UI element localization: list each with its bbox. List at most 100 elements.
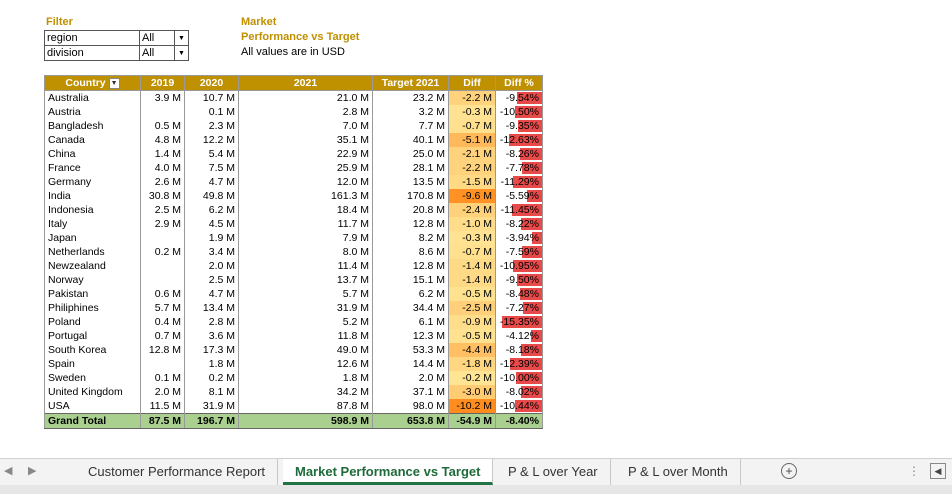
cell-2020[interactable]: 2.8 M: [184, 315, 239, 329]
cell-country[interactable]: Austria: [44, 105, 141, 119]
cell-2021[interactable]: 25.9 M: [238, 161, 373, 175]
cell-2021[interactable]: 12.6 M: [238, 357, 373, 371]
cell-target[interactable]: 12.8 M: [372, 217, 449, 231]
cell-diff-pct[interactable]: -9.35%: [495, 119, 543, 133]
cell-country[interactable]: China: [44, 147, 141, 161]
cell-2020[interactable]: 13.4 M: [184, 301, 239, 315]
cell-2019[interactable]: 12.8 M: [140, 343, 185, 357]
cell-2019[interactable]: 0.6 M: [140, 287, 185, 301]
cell-2019[interactable]: [140, 273, 185, 287]
cell-2021[interactable]: 35.1 M: [238, 133, 373, 147]
cell-diff[interactable]: -1.4 M: [448, 259, 496, 273]
scroll-left-box-icon[interactable]: ◀: [930, 463, 946, 479]
cell-2021[interactable]: 49.0 M: [238, 343, 373, 357]
cell-target[interactable]: 2.0 M: [372, 371, 449, 385]
cell-2021[interactable]: 7.0 M: [238, 119, 373, 133]
cell-2019[interactable]: 1.4 M: [140, 147, 185, 161]
cell-diff-pct[interactable]: -8.22%: [495, 217, 543, 231]
total-diff-pct[interactable]: -8.40%: [495, 413, 543, 429]
cell-country[interactable]: Canada: [44, 133, 141, 147]
cell-diff-pct[interactable]: -11.29%: [495, 175, 543, 189]
cell-2021[interactable]: 22.9 M: [238, 147, 373, 161]
cell-target[interactable]: 6.2 M: [372, 287, 449, 301]
cell-diff-pct[interactable]: -3.94%: [495, 231, 543, 245]
cell-country[interactable]: India: [44, 189, 141, 203]
cell-diff-pct[interactable]: -10.44%: [495, 399, 543, 414]
cell-diff-pct[interactable]: -12.39%: [495, 357, 543, 371]
cell-diff-pct[interactable]: -7.78%: [495, 161, 543, 175]
cell-diff-pct[interactable]: -8.02%: [495, 385, 543, 399]
cell-2021[interactable]: 11.8 M: [238, 329, 373, 343]
cell-2021[interactable]: 161.3 M: [238, 189, 373, 203]
tab-pl-year[interactable]: P & L over Year: [496, 459, 611, 485]
cell-target[interactable]: 37.1 M: [372, 385, 449, 399]
tab-pl-month[interactable]: P & L over Month: [616, 459, 741, 485]
cell-target[interactable]: 15.1 M: [372, 273, 449, 287]
total-2019[interactable]: 87.5 M: [140, 413, 185, 429]
tab-customer-performance[interactable]: Customer Performance Report: [76, 459, 279, 485]
cell-country[interactable]: Australia: [44, 90, 141, 105]
cell-target[interactable]: 12.8 M: [372, 259, 449, 273]
cell-2021[interactable]: 21.0 M: [238, 90, 373, 105]
cell-2019[interactable]: [140, 231, 185, 245]
cell-2020[interactable]: 31.9 M: [184, 399, 239, 414]
cell-2019[interactable]: 2.9 M: [140, 217, 185, 231]
cell-diff[interactable]: -0.5 M: [448, 287, 496, 301]
cell-target[interactable]: 7.7 M: [372, 119, 449, 133]
cell-diff[interactable]: -0.7 M: [448, 245, 496, 259]
cell-2020[interactable]: 3.4 M: [184, 245, 239, 259]
cell-diff-pct[interactable]: -10.95%: [495, 259, 543, 273]
filter-value-division[interactable]: All: [139, 45, 175, 61]
cell-2019[interactable]: 0.7 M: [140, 329, 185, 343]
cell-diff-pct[interactable]: -8.18%: [495, 343, 543, 357]
cell-country[interactable]: Poland: [44, 315, 141, 329]
cell-2020[interactable]: 4.7 M: [184, 175, 239, 189]
cell-diff[interactable]: -3.0 M: [448, 385, 496, 399]
cell-2021[interactable]: 7.9 M: [238, 231, 373, 245]
cell-2021[interactable]: 11.7 M: [238, 217, 373, 231]
cell-2019[interactable]: 0.1 M: [140, 371, 185, 385]
cell-country[interactable]: Sweden: [44, 371, 141, 385]
cell-2021[interactable]: 31.9 M: [238, 301, 373, 315]
cell-diff-pct[interactable]: -9.54%: [495, 90, 543, 105]
cell-2020[interactable]: 10.7 M: [184, 90, 239, 105]
cell-2021[interactable]: 5.2 M: [238, 315, 373, 329]
cell-2020[interactable]: 5.4 M: [184, 147, 239, 161]
cell-2021[interactable]: 34.2 M: [238, 385, 373, 399]
cell-country[interactable]: Pakistan: [44, 287, 141, 301]
cell-target[interactable]: 13.5 M: [372, 175, 449, 189]
cell-country[interactable]: Norway: [44, 273, 141, 287]
total-diff[interactable]: -54.9 M: [448, 413, 496, 429]
cell-diff[interactable]: -1.0 M: [448, 217, 496, 231]
cell-diff-pct[interactable]: -4.12%: [495, 329, 543, 343]
cell-country[interactable]: France: [44, 161, 141, 175]
filter-value-region[interactable]: All: [139, 30, 175, 46]
cell-country[interactable]: Philiphines: [44, 301, 141, 315]
cell-diff-pct[interactable]: -12.63%: [495, 133, 543, 147]
cell-diff[interactable]: -0.7 M: [448, 119, 496, 133]
cell-2021[interactable]: 87.8 M: [238, 399, 373, 414]
cell-2020[interactable]: 1.9 M: [184, 231, 239, 245]
cell-diff-pct[interactable]: -8.26%: [495, 147, 543, 161]
cell-2020[interactable]: 49.8 M: [184, 189, 239, 203]
filter-dropdown-icon[interactable]: ▼: [108, 77, 120, 89]
cell-diff[interactable]: -0.3 M: [448, 231, 496, 245]
cell-target[interactable]: 53.3 M: [372, 343, 449, 357]
cell-diff[interactable]: -1.8 M: [448, 357, 496, 371]
cell-target[interactable]: 6.1 M: [372, 315, 449, 329]
cell-diff[interactable]: -4.4 M: [448, 343, 496, 357]
cell-country[interactable]: Netherlands: [44, 245, 141, 259]
total-target[interactable]: 653.8 M: [372, 413, 449, 429]
cell-diff-pct[interactable]: -5.59%: [495, 189, 543, 203]
cell-2020[interactable]: 6.2 M: [184, 203, 239, 217]
cell-2020[interactable]: 4.5 M: [184, 217, 239, 231]
cell-diff-pct[interactable]: -7.27%: [495, 301, 543, 315]
scroll-right-icon[interactable]: ▶: [28, 465, 37, 477]
cell-2021[interactable]: 13.7 M: [238, 273, 373, 287]
cell-2021[interactable]: 5.7 M: [238, 287, 373, 301]
cell-country[interactable]: Bangladesh: [44, 119, 141, 133]
cell-2019[interactable]: 2.5 M: [140, 203, 185, 217]
dropdown-arrow-icon[interactable]: ▼: [174, 45, 189, 61]
cell-diff[interactable]: -2.4 M: [448, 203, 496, 217]
cell-2019[interactable]: 0.4 M: [140, 315, 185, 329]
